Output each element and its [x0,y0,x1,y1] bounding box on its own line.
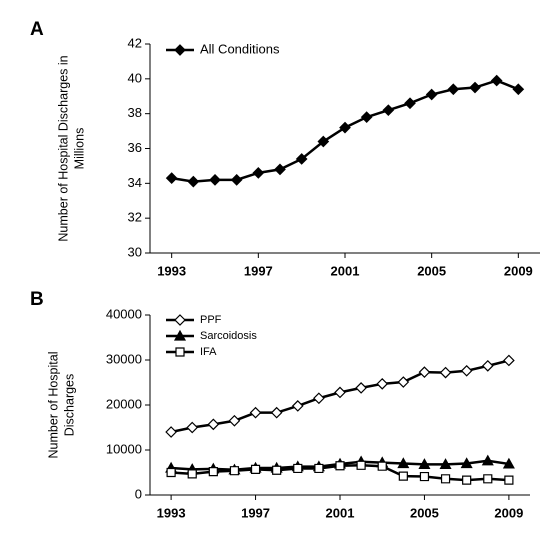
data-point [249,406,262,419]
y-tick-label: 30 [128,244,142,259]
data-point [440,474,451,484]
y-tick-label: 20000 [106,396,142,411]
y-tick-label: 34 [128,175,142,190]
data-point [419,471,430,482]
data-point [270,406,283,419]
data-point [355,382,367,394]
data-point [382,104,395,117]
x-tick-label: 1997 [244,263,273,278]
data-point [274,163,286,176]
data-point [356,460,366,470]
y-tick-label: 32 [128,210,142,225]
y-tick-label: 36 [128,140,142,155]
x-tick-label: 2009 [504,263,533,278]
data-point [483,474,493,484]
data-point [404,97,416,110]
data-point [228,414,241,427]
y-axis-title: Discharges [62,374,76,437]
x-tick-label: 2001 [331,263,360,278]
data-point [165,172,178,184]
legend-label: All Conditions [200,41,280,56]
data-point [186,421,199,434]
data-point [425,88,438,101]
data-point [481,454,494,466]
y-tick-label: 40 [128,70,142,85]
data-point [462,475,472,485]
data-point [208,467,218,477]
data-point [334,386,346,399]
y-tick-label: 42 [128,35,142,50]
data-point [187,175,200,188]
data-point [377,461,387,471]
data-point [295,153,308,165]
data-point [481,360,494,372]
data-point [230,174,243,186]
y-axis-title: Millions [72,128,86,170]
data-point [439,366,452,379]
x-tick-label: 2001 [326,505,355,520]
x-tick-label: 1993 [157,505,186,520]
y-axis-title: Number of Hospital Discharges in [56,55,70,241]
data-point [512,83,525,96]
data-point [460,457,473,469]
data-point [504,475,514,485]
data-point [291,400,304,412]
data-point [502,457,515,469]
data-point [418,458,431,469]
data-point [313,392,325,405]
data-point [272,465,282,475]
data-point [397,457,410,469]
legend-marker [173,329,187,341]
data-point [360,111,373,123]
data-point [229,466,240,476]
panel-label: B [30,289,44,310]
data-point [398,471,408,481]
data-point [439,458,452,469]
y-axis-title: Number of Hospital [46,352,60,459]
data-point [187,469,197,479]
data-point [460,364,473,377]
legend-label: IFA [200,346,217,358]
x-tick-label: 2009 [494,505,523,520]
legend-label: PPF [200,314,222,326]
data-point [166,467,176,478]
panel-label: A [30,19,44,40]
data-point [447,83,460,96]
y-tick-label: 10000 [106,441,142,456]
x-tick-label: 1993 [157,263,186,278]
data-point [165,426,177,438]
data-point [503,354,515,367]
data-point [335,461,345,471]
legend-marker [174,44,186,56]
y-tick-label: 0 [135,486,142,501]
y-tick-label: 38 [128,105,142,120]
data-point [252,167,265,179]
data-point [250,464,261,474]
legend-label: Sarcoidosis [200,330,257,342]
data-point [397,376,410,388]
data-point [376,378,389,390]
data-point [418,366,431,378]
legend-marker [174,314,186,326]
data-point [490,74,503,87]
data-point [293,463,303,474]
data-point [209,174,221,186]
x-tick-label: 2005 [410,505,439,520]
x-tick-label: 1997 [241,505,270,520]
data-point [207,418,220,431]
y-tick-label: 30000 [106,351,142,366]
data-point [317,135,330,148]
data-point [314,463,324,474]
data-point [339,121,351,134]
y-tick-label: 40000 [106,306,142,321]
x-tick-label: 2005 [417,263,446,278]
data-point [469,81,481,94]
legend-marker [175,347,185,357]
